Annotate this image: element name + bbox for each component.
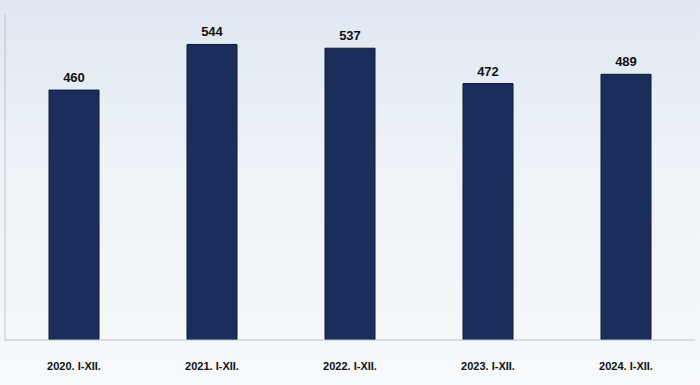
svg-text:460: 460 xyxy=(63,70,85,85)
svg-text:2020. I-XII.: 2020. I-XII. xyxy=(47,360,101,372)
svg-text:544: 544 xyxy=(201,24,223,39)
svg-text:2023. I-XII.: 2023. I-XII. xyxy=(461,360,515,372)
svg-text:537: 537 xyxy=(339,28,361,43)
svg-text:489: 489 xyxy=(615,54,637,69)
svg-text:2022. I-XII.: 2022. I-XII. xyxy=(323,360,377,372)
svg-text:472: 472 xyxy=(477,64,499,79)
svg-text:2024. I-XII.: 2024. I-XII. xyxy=(599,360,653,372)
svg-text:2021. I-XII.: 2021. I-XII. xyxy=(185,360,239,372)
